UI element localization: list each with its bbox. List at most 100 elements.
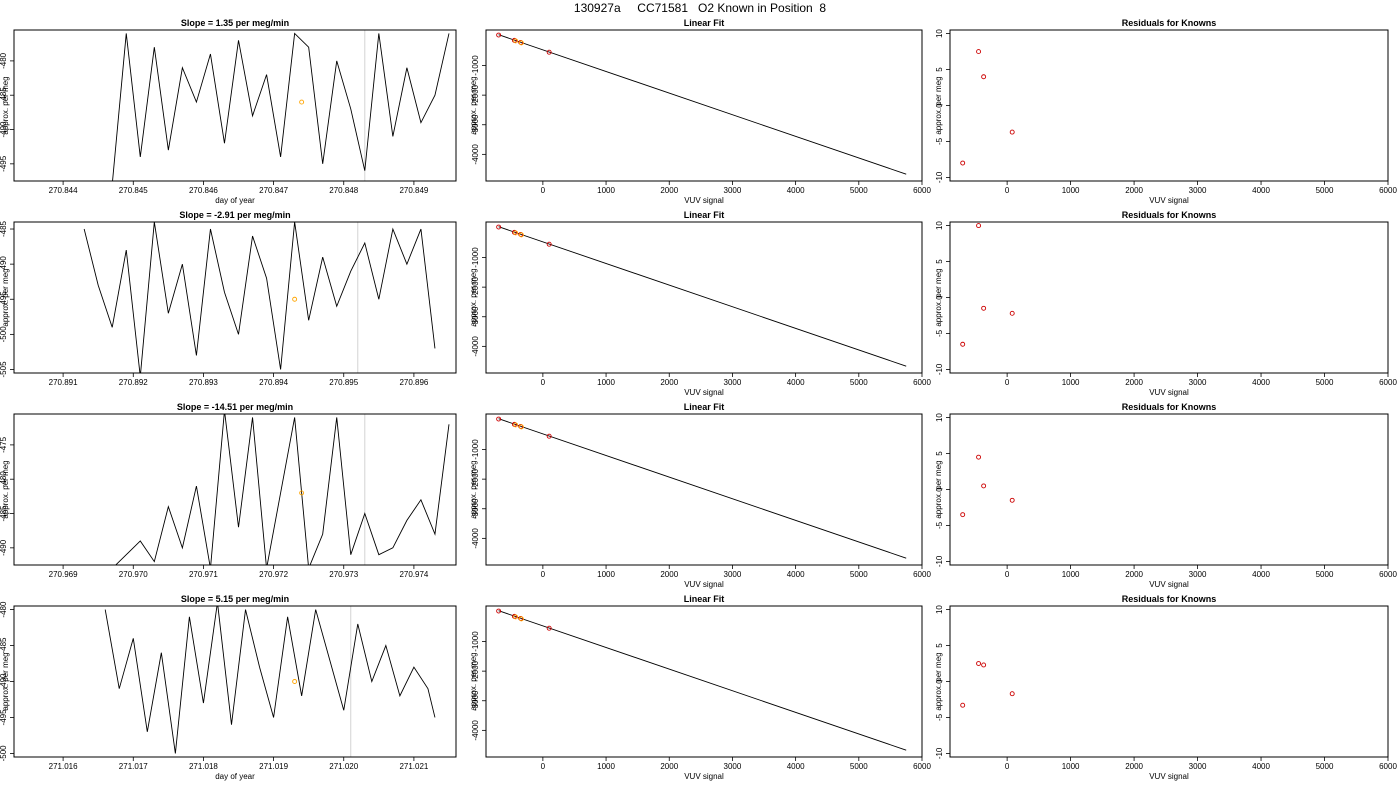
res-ytick-label: 5 — [935, 451, 944, 456]
res-xtick-label: 1000 — [1062, 762, 1080, 771]
fit-ytick-label: -4000 — [471, 720, 480, 741]
ts-ytick-label: -505 — [0, 361, 8, 378]
ts-ytick-label: -480 — [0, 601, 8, 618]
fit-xtick-label: 5000 — [850, 570, 868, 579]
ts-ytick-label: -485 — [0, 87, 8, 104]
fit-ytick-label: -3000 — [471, 690, 480, 711]
fit-known-point — [496, 416, 502, 422]
ts-ytick-label: -485 — [0, 637, 8, 654]
ts-xtick-label: 271.017 — [119, 762, 148, 771]
ts-xtick-label: 271.021 — [399, 762, 428, 771]
ts-x-axis-label: day of year — [215, 196, 255, 205]
fit-highlight-point — [518, 40, 524, 46]
ts-slope-title: Slope = 1.35 per meg/min — [181, 18, 289, 28]
ts-plot-frame — [13, 29, 457, 182]
ts-xtick-label: 270.894 — [259, 378, 288, 387]
fit-title: Linear Fit — [684, 18, 725, 28]
res-ytick-label: 10 — [935, 221, 944, 230]
fit-xtick-label: 1000 — [597, 378, 615, 387]
ts-series-line — [112, 32, 450, 181]
fit-highlight-point — [518, 424, 524, 430]
fit-known-point — [496, 224, 502, 230]
fit-plot-frame — [485, 29, 923, 182]
ts-ytick-label: -495 — [0, 709, 8, 726]
ts-ytick-label: -485 — [0, 220, 8, 237]
res-y-axis-label: approx. per meg — [934, 652, 943, 710]
ts-ytick-label: -480 — [0, 52, 8, 69]
residual-point — [976, 223, 982, 229]
res-xtick-label: 4000 — [1252, 570, 1270, 579]
ts-ytick-label: -490 — [0, 539, 8, 556]
res-xtick-label: 0 — [1005, 570, 1010, 579]
residual-point — [981, 483, 987, 489]
res-ytick-label: -10 — [935, 363, 944, 375]
residual-point — [1009, 497, 1015, 503]
fit-xtick-label: 1000 — [597, 762, 615, 771]
fit-xtick-label: 3000 — [724, 762, 742, 771]
ts-highlight-point — [292, 296, 298, 302]
ts-ytick-label: -485 — [0, 505, 8, 522]
res-title: Residuals for Knowns — [1122, 18, 1217, 28]
fit-ytick-label: -1000 — [471, 439, 480, 460]
residual-point — [981, 74, 987, 80]
residual-point — [1009, 129, 1015, 135]
ts-highlight-point — [299, 490, 305, 496]
fit-ytick-label: -4000 — [471, 528, 480, 549]
ts-xtick-label: 270.969 — [49, 570, 78, 579]
fit-ytick-label: -2000 — [471, 660, 480, 681]
fit-known-point — [496, 32, 502, 38]
fit-xtick-label: 3000 — [724, 570, 742, 579]
res-ytick-label: 10 — [935, 413, 944, 422]
fit-ytick-label: -3000 — [471, 306, 480, 327]
fit-xtick-label: 0 — [541, 378, 546, 387]
res-xtick-label: 2000 — [1125, 378, 1143, 387]
res-xtick-label: 3000 — [1189, 762, 1207, 771]
fit-known-point — [546, 241, 552, 247]
ts-xtick-label: 270.974 — [399, 570, 428, 579]
fit-xtick-label: 6000 — [913, 570, 931, 579]
fit-y-axis-label: approx. per meg — [469, 652, 478, 710]
fit-known-point — [546, 433, 552, 439]
ts-xtick-label: 271.019 — [259, 762, 288, 771]
res-xtick-label: 3000 — [1189, 570, 1207, 579]
res-xtick-label: 1000 — [1062, 186, 1080, 195]
ts-xtick-label: 270.970 — [119, 570, 148, 579]
residual-point — [976, 661, 982, 666]
res-title: Residuals for Knowns — [1122, 402, 1217, 412]
fit-xtick-label: 1000 — [597, 186, 615, 195]
res-plot-frame — [949, 29, 1389, 182]
fit-ytick-label: -2000 — [471, 276, 480, 297]
fit-x-axis-label: VUV signal — [684, 196, 724, 205]
fit-ytick-label: -2000 — [471, 84, 480, 105]
fit-x-axis-label: VUV signal — [684, 772, 724, 781]
res-xtick-label: 0 — [1005, 378, 1010, 387]
res-xtick-label: 1000 — [1062, 378, 1080, 387]
fit-xtick-label: 5000 — [850, 378, 868, 387]
fit-xtick-label: 3000 — [724, 378, 742, 387]
res-ytick-label: 0 — [935, 295, 944, 300]
fit-title: Linear Fit — [684, 594, 725, 604]
residual-point — [960, 160, 966, 166]
res-xtick-label: 2000 — [1125, 186, 1143, 195]
ts-xtick-label: 270.971 — [189, 570, 218, 579]
fit-ytick-label: -1000 — [471, 55, 480, 76]
ts-xtick-label: 270.849 — [399, 186, 428, 195]
fit-xtick-label: 2000 — [660, 186, 678, 195]
ts-xtick-label: 270.846 — [189, 186, 218, 195]
res-ytick-label: -5 — [935, 521, 944, 529]
ts-xtick-label: 271.020 — [329, 762, 358, 771]
residual-point — [976, 454, 982, 460]
residual-point — [960, 702, 966, 708]
fit-xtick-label: 6000 — [913, 378, 931, 387]
ts-xtick-label: 270.896 — [399, 378, 428, 387]
res-ytick-label: 0 — [935, 679, 944, 684]
res-x-axis-label: VUV signal — [1149, 772, 1189, 781]
fit-line — [498, 226, 907, 367]
ts-ytick-label: -490 — [0, 256, 8, 273]
ts-plot-frame — [13, 413, 457, 566]
fit-highlight-point — [513, 38, 519, 44]
res-xtick-label: 5000 — [1316, 570, 1334, 579]
res-xtick-label: 5000 — [1316, 378, 1334, 387]
ts-ytick-label: -475 — [0, 436, 8, 453]
